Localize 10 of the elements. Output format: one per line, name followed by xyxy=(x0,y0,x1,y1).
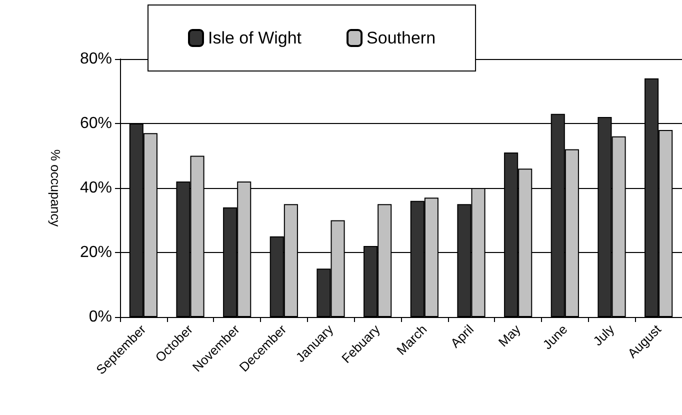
x-tick-label: July xyxy=(590,321,618,349)
y-axis-title: % occupancy xyxy=(48,149,63,228)
x-tick-label: May xyxy=(495,321,524,350)
y-tick-label: 0% xyxy=(88,308,112,326)
legend-label: Isle of Wight xyxy=(208,28,302,48)
y-tick-label: 60% xyxy=(80,115,112,132)
y-tick-label: 80% xyxy=(80,50,112,68)
legend-label: Southern xyxy=(366,28,436,48)
y-tick-label: 40% xyxy=(80,180,112,196)
y-tick-label: 20% xyxy=(80,244,112,261)
